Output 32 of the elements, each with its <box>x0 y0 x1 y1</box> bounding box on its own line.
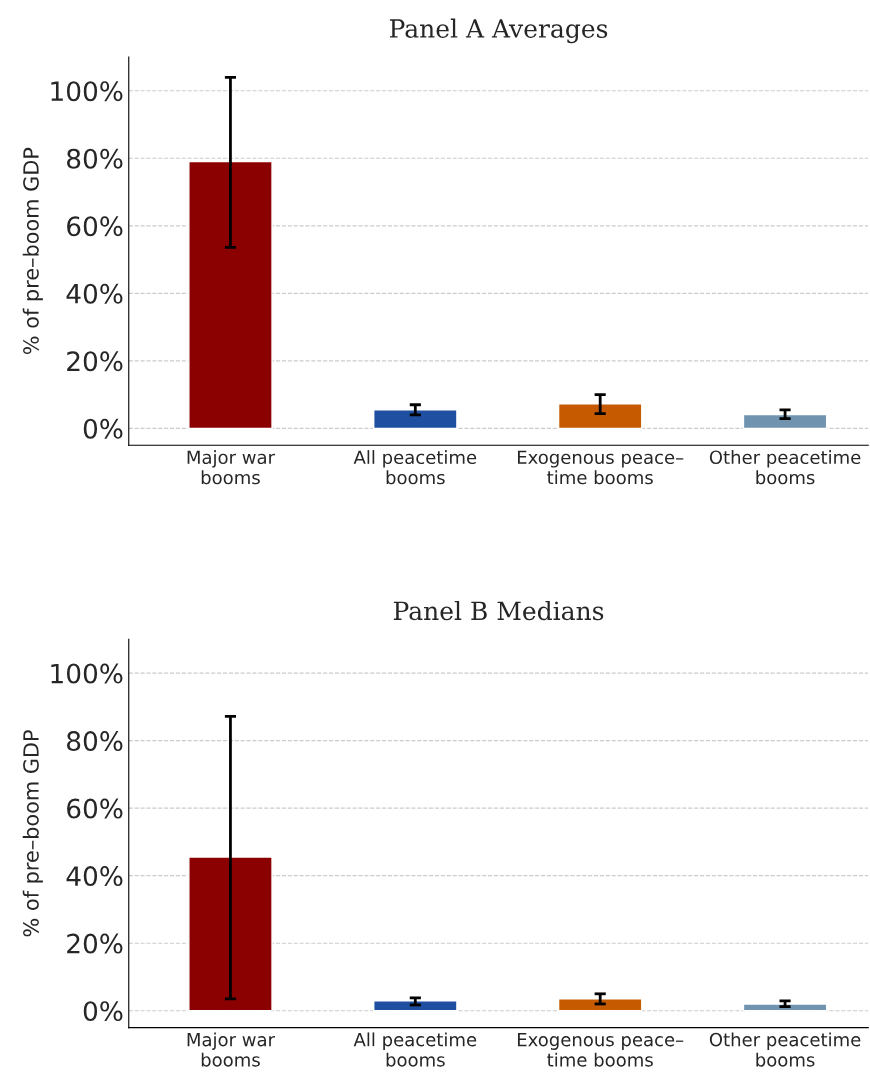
y-axis-title: % of pre–boom GDP <box>22 147 43 355</box>
x-tick-label: All peacetime booms <box>353 1032 477 1067</box>
y-tick-label: 60% <box>67 798 123 819</box>
y-tick-label: 100% <box>51 81 123 102</box>
bar <box>188 160 273 430</box>
bar <box>742 1003 828 1012</box>
chart-title: Panel A Averages <box>389 18 608 44</box>
y-tick-label: 20% <box>67 351 123 372</box>
bar <box>188 856 273 1012</box>
y-axis-title: % of pre–boom GDP <box>22 730 43 937</box>
chart-title: Panel B Medians <box>393 600 604 621</box>
y-tick-label: 20% <box>67 933 123 954</box>
y-tick-label: 40% <box>66 866 123 887</box>
x-tick-label: Exogenous peace– time booms <box>518 1033 684 1067</box>
y-tick-label: 60% <box>67 216 123 237</box>
x-tick-label: Major war booms <box>187 450 275 485</box>
y-tick-label: 80% <box>67 731 123 752</box>
bar <box>742 413 828 430</box>
bar <box>373 1000 458 1012</box>
x-tick-label: All peacetime booms <box>353 450 477 485</box>
x-tick-label: Major war booms <box>187 1032 275 1067</box>
x-tick-label: Other peacetime booms <box>709 1032 861 1067</box>
x-tick-label: Exogenous peace– time booms <box>518 450 684 485</box>
bar <box>557 998 643 1012</box>
bar <box>557 403 643 430</box>
y-tick-label: 0% <box>83 1001 123 1022</box>
y-tick-label: 40% <box>66 283 123 304</box>
y-tick-label: 0% <box>83 418 123 439</box>
y-tick-label: 100% <box>51 663 123 684</box>
bar <box>373 409 458 430</box>
y-tick-label: 80% <box>67 148 123 169</box>
x-tick-label: Other peacetime booms <box>709 450 861 485</box>
